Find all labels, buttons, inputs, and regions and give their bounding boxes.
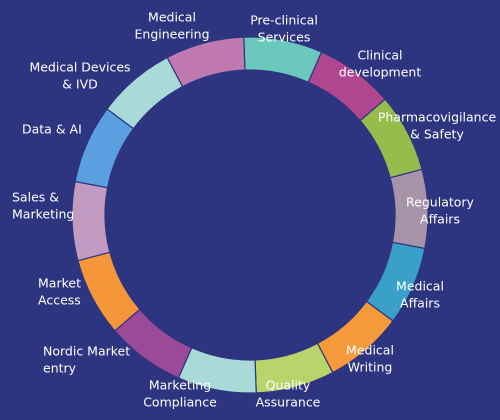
segment-label: Marketing: [149, 378, 211, 393]
segment-label: Data & AI: [22, 122, 82, 137]
segment-label: Affairs: [400, 296, 440, 311]
segment-label: development: [339, 65, 422, 80]
segment-label: Regulatory: [406, 195, 474, 210]
segment-label: Engineering: [135, 27, 210, 42]
segment-label: Medical: [396, 279, 444, 294]
segment-label: Marketing: [12, 207, 74, 222]
segment-label: Market: [38, 276, 81, 291]
segment-label: & IVD: [62, 77, 98, 92]
segment-label: Pharmacovigilance: [378, 110, 497, 125]
ring-segment: [71, 180, 111, 262]
ring-segment: [166, 36, 246, 88]
segment-label: Affairs: [420, 212, 460, 227]
segment-label: & Safety: [410, 127, 464, 142]
segment-label: Medical Devices: [29, 60, 130, 75]
segment-label: Pre-clinical: [250, 13, 318, 28]
segment-label: Writing: [348, 360, 393, 375]
segment-label: Medical: [148, 10, 196, 25]
segment-label: Sales &: [12, 190, 59, 205]
segment-label: entry: [43, 361, 77, 376]
segment-label: Access: [38, 293, 81, 308]
segment-label: Compliance: [143, 395, 217, 410]
segment-label: Services: [258, 30, 311, 45]
segment-label: Assurance: [256, 395, 321, 410]
segment-label: Medical: [346, 343, 394, 358]
segment-label: Quality: [266, 378, 311, 393]
segment-label: Clinical: [357, 48, 402, 63]
segment-label: Nordic Market: [43, 344, 130, 359]
